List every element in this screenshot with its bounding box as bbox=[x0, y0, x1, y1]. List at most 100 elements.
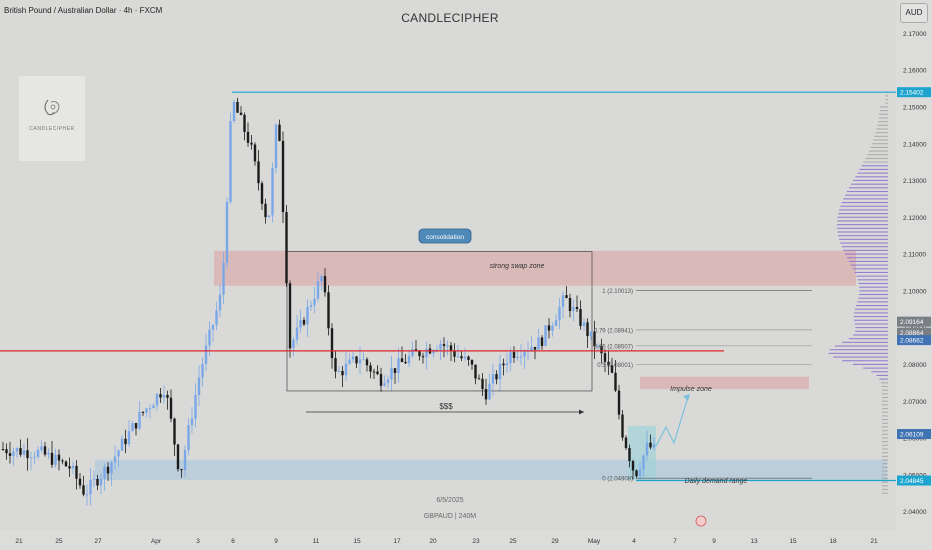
y-tick-label: 2.14000 bbox=[903, 141, 927, 148]
candle-body bbox=[288, 283, 292, 349]
candle-body bbox=[558, 307, 561, 321]
fib-label: 0.65 (2.08507) bbox=[594, 344, 633, 350]
candle-body bbox=[1, 449, 5, 451]
volume-profile-bar bbox=[854, 271, 888, 273]
volume-profile-bar bbox=[839, 238, 888, 240]
candle-body bbox=[642, 455, 645, 470]
x-tick-label: 9 bbox=[274, 538, 278, 545]
volume-profile-bar bbox=[843, 249, 888, 251]
candle-body bbox=[358, 359, 362, 364]
candle-body bbox=[624, 437, 628, 449]
price-tag bbox=[897, 87, 931, 98]
candle-body bbox=[383, 383, 386, 386]
price-tag bbox=[897, 475, 931, 486]
x-tick-label: 9 bbox=[712, 538, 716, 545]
candle-body bbox=[533, 347, 537, 350]
volume-profile-bar bbox=[877, 124, 888, 126]
candle-body bbox=[481, 378, 484, 390]
currency-button[interactable]: AUD bbox=[900, 3, 928, 23]
volume-profile-bar bbox=[859, 293, 888, 296]
consolidation-label: consolidation bbox=[426, 234, 464, 241]
volume-profile-bar bbox=[881, 400, 888, 402]
candle-body bbox=[519, 356, 523, 358]
volume-profile-bar bbox=[881, 448, 888, 450]
volume-profile-bar bbox=[861, 165, 888, 167]
volume-profile-bar bbox=[859, 168, 888, 170]
candle-body bbox=[351, 356, 355, 360]
volume-profile-bar bbox=[881, 419, 888, 421]
volume-profile-bar bbox=[841, 246, 888, 248]
candle-body bbox=[302, 319, 306, 325]
volume-profile-bar bbox=[845, 253, 888, 255]
candle-body bbox=[278, 124, 281, 141]
candle-body bbox=[635, 470, 638, 477]
candle-body bbox=[295, 327, 299, 340]
watermark-date: 6/5/2025 bbox=[436, 497, 463, 504]
volume-profile-bar bbox=[871, 371, 888, 373]
candle-body bbox=[610, 365, 614, 373]
y-tick-label: 2.11000 bbox=[903, 252, 926, 259]
candle-body bbox=[57, 454, 61, 461]
candle-body bbox=[15, 448, 19, 452]
candle-body bbox=[19, 448, 22, 455]
candle-body bbox=[124, 438, 127, 445]
y-tick-label: 2.06000 bbox=[903, 436, 927, 443]
candle-body bbox=[162, 394, 166, 398]
candle-body bbox=[477, 378, 481, 380]
candle-body bbox=[173, 418, 176, 445]
candle-body bbox=[390, 368, 393, 380]
volume-profile-bar bbox=[868, 150, 888, 152]
candle-body bbox=[449, 345, 453, 352]
candle-body bbox=[320, 276, 323, 282]
watermark-symbol: GBPAUD | 240M bbox=[424, 513, 476, 520]
volume-profile-bar bbox=[881, 385, 888, 388]
candle-body bbox=[505, 363, 509, 366]
impulse-zone-label: Impulse zone bbox=[670, 386, 712, 393]
y-tick-label: 2.13000 bbox=[903, 178, 927, 185]
candle-body bbox=[201, 363, 204, 378]
candle-body bbox=[183, 449, 187, 470]
volume-profile-bar bbox=[842, 360, 888, 362]
candle-body bbox=[614, 372, 617, 391]
volume-profile-bar bbox=[859, 286, 888, 288]
candle-body bbox=[397, 358, 400, 374]
candle-body bbox=[344, 363, 348, 376]
x-tick-label: 21 bbox=[870, 538, 878, 545]
candle-body bbox=[250, 142, 253, 145]
volume-profile-bar bbox=[837, 220, 888, 222]
candle-body bbox=[110, 462, 113, 474]
volume-profile-bar bbox=[865, 157, 888, 159]
candle-body bbox=[267, 215, 271, 218]
candle-body bbox=[547, 325, 551, 331]
candle-body bbox=[369, 365, 372, 372]
candle-body bbox=[435, 349, 439, 351]
volume-profile-bar bbox=[838, 235, 888, 237]
candle-body bbox=[29, 457, 33, 459]
y-tick-label: 2.07000 bbox=[903, 399, 927, 406]
x-tick-label: 25 bbox=[509, 538, 517, 545]
volume-profile-bar bbox=[854, 312, 888, 314]
x-tick-label: 23 bbox=[472, 538, 480, 545]
candle-body bbox=[89, 479, 92, 495]
price-axis[interactable] bbox=[896, 0, 932, 550]
candle-body bbox=[652, 444, 656, 448]
volume-profile-bar bbox=[881, 441, 888, 443]
candle-body bbox=[103, 466, 106, 479]
candle-body bbox=[306, 306, 309, 325]
x-tick-label: 27 bbox=[94, 538, 102, 545]
candle-body bbox=[544, 325, 547, 346]
x-tick-label: 15 bbox=[789, 538, 797, 545]
candle-body bbox=[194, 395, 197, 419]
candle-body bbox=[274, 124, 278, 169]
x-tick-label: 11 bbox=[313, 538, 320, 545]
candle-body bbox=[495, 374, 498, 380]
volume-profile-bar bbox=[881, 470, 888, 472]
time-axis[interactable] bbox=[0, 530, 896, 550]
event-marker-icon[interactable] bbox=[695, 515, 707, 527]
candle-body bbox=[323, 276, 327, 293]
candle-body bbox=[12, 451, 15, 456]
candle-body bbox=[190, 418, 194, 426]
candle-body bbox=[40, 446, 43, 451]
